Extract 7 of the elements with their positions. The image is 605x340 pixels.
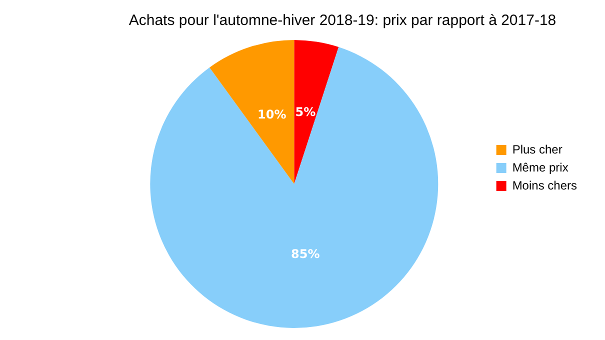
legend-label: Même prix	[512, 160, 568, 174]
data-label: 85%	[291, 247, 320, 262]
data-label: 5%	[295, 105, 316, 120]
chart-title: Achats pour l'automne-hiver 2018-19: prix par rapport à 2017-18	[128, 12, 556, 30]
legend-label: Plus cher	[512, 142, 562, 156]
data-label: 10%	[258, 108, 286, 122]
legend-label: Moins chers	[512, 178, 577, 192]
